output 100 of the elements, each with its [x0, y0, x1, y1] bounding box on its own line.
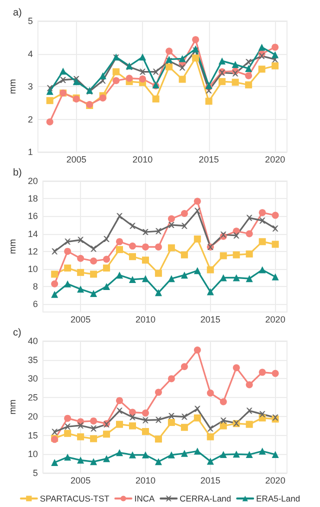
point	[166, 63, 173, 70]
point	[246, 275, 253, 282]
point	[194, 414, 201, 422]
y-tick-label: 20	[28, 176, 38, 186]
point	[90, 290, 98, 298]
point	[206, 288, 214, 296]
point	[77, 268, 84, 276]
point	[272, 62, 279, 70]
point	[77, 286, 84, 293]
point	[194, 346, 201, 354]
point	[246, 420, 253, 428]
point	[128, 276, 136, 283]
point	[272, 225, 278, 232]
point	[142, 410, 149, 417]
point	[168, 418, 175, 426]
point	[142, 451, 149, 458]
point	[246, 58, 252, 65]
point	[192, 54, 200, 62]
x-tick-label: 2010	[132, 154, 153, 164]
legend-label: SPARTACUS-TST	[40, 494, 110, 504]
point	[112, 68, 120, 76]
point	[116, 408, 123, 414]
y-tick-label: 12	[28, 246, 38, 256]
point	[51, 270, 58, 278]
point	[77, 433, 84, 440]
point	[232, 78, 239, 86]
point	[179, 64, 186, 71]
point	[116, 246, 124, 254]
point	[259, 218, 266, 224]
chart-title: b)	[13, 168, 22, 178]
point	[128, 451, 136, 458]
point	[194, 406, 200, 412]
point	[116, 213, 123, 220]
point	[206, 458, 214, 465]
point	[90, 258, 98, 265]
point	[168, 375, 175, 382]
point	[246, 451, 253, 458]
point	[232, 251, 240, 258]
point	[103, 430, 110, 438]
point	[220, 274, 227, 282]
y-tick-label: 2	[28, 114, 33, 124]
point	[168, 244, 175, 252]
point	[64, 264, 72, 272]
point	[60, 68, 67, 75]
point	[72, 78, 80, 86]
point	[258, 53, 265, 60]
point	[154, 388, 162, 396]
point	[246, 381, 253, 388]
point	[90, 435, 98, 442]
point	[64, 424, 71, 430]
point	[46, 88, 54, 95]
point	[142, 243, 149, 250]
y-tick-label: 35	[28, 354, 38, 365]
point	[99, 72, 106, 80]
chart-title: a)	[13, 8, 22, 18]
chart-title: c)	[13, 328, 22, 338]
point	[272, 212, 279, 219]
point	[103, 455, 110, 462]
point	[180, 450, 188, 457]
point	[218, 57, 226, 64]
point	[194, 236, 201, 243]
point	[64, 280, 72, 288]
point	[272, 451, 279, 458]
point	[168, 222, 174, 228]
point	[272, 240, 279, 248]
point	[220, 252, 227, 260]
point	[272, 273, 279, 280]
point	[90, 425, 97, 432]
x-tick-label: 2020	[265, 476, 286, 486]
point	[218, 78, 226, 86]
y-tick-label: 30	[28, 374, 38, 384]
point	[103, 283, 110, 290]
point	[205, 98, 212, 105]
x-tick-label: 2005	[66, 154, 86, 164]
point	[142, 228, 148, 235]
point	[152, 95, 160, 102]
point	[129, 414, 136, 420]
legend-label: INCA	[134, 494, 155, 504]
point	[90, 246, 97, 252]
point	[272, 44, 279, 51]
point	[180, 363, 188, 370]
point	[259, 411, 266, 418]
point	[103, 256, 110, 263]
point	[116, 272, 124, 279]
point	[129, 242, 136, 250]
y-tick-label: 16	[28, 211, 38, 222]
y-tick-label: 14	[28, 228, 38, 239]
x-tick-label: 2015	[198, 154, 219, 164]
point	[206, 390, 214, 397]
point	[232, 450, 240, 458]
point	[194, 267, 201, 274]
point	[233, 232, 240, 239]
point	[181, 414, 188, 420]
y-tick-label: 18	[28, 194, 38, 204]
point	[194, 198, 201, 205]
point	[116, 397, 124, 404]
point	[142, 275, 149, 282]
point	[246, 214, 252, 221]
point	[64, 238, 71, 245]
point	[258, 44, 266, 51]
